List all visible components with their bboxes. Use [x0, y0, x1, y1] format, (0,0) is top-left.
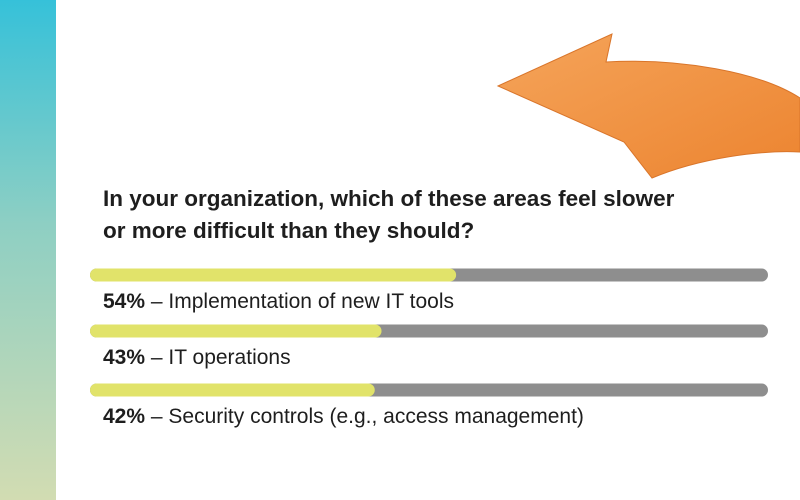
separator: –	[151, 290, 163, 313]
separator: –	[151, 346, 163, 369]
arrow	[496, 33, 800, 179]
value-label: 42%	[103, 405, 145, 428]
bar	[90, 383, 375, 397]
bar-label: 42% – Security controls (e.g., access ma…	[103, 405, 584, 428]
bar-label: 43% – IT operations	[103, 346, 291, 369]
bar-label: 54% – Implementation of new IT tools	[103, 290, 454, 313]
separator: –	[151, 405, 163, 428]
value-label: 43%	[103, 346, 145, 369]
value-label: 54%	[103, 290, 145, 313]
category-label: IT operations	[168, 346, 290, 369]
chart-title: In your organization, which of these are…	[103, 186, 675, 243]
bar	[90, 268, 457, 282]
bar	[90, 324, 382, 338]
category-label: Implementation of new IT tools	[168, 290, 454, 313]
side-strip	[0, 0, 56, 500]
category-label: Security controls (e.g., access manageme…	[168, 405, 584, 428]
